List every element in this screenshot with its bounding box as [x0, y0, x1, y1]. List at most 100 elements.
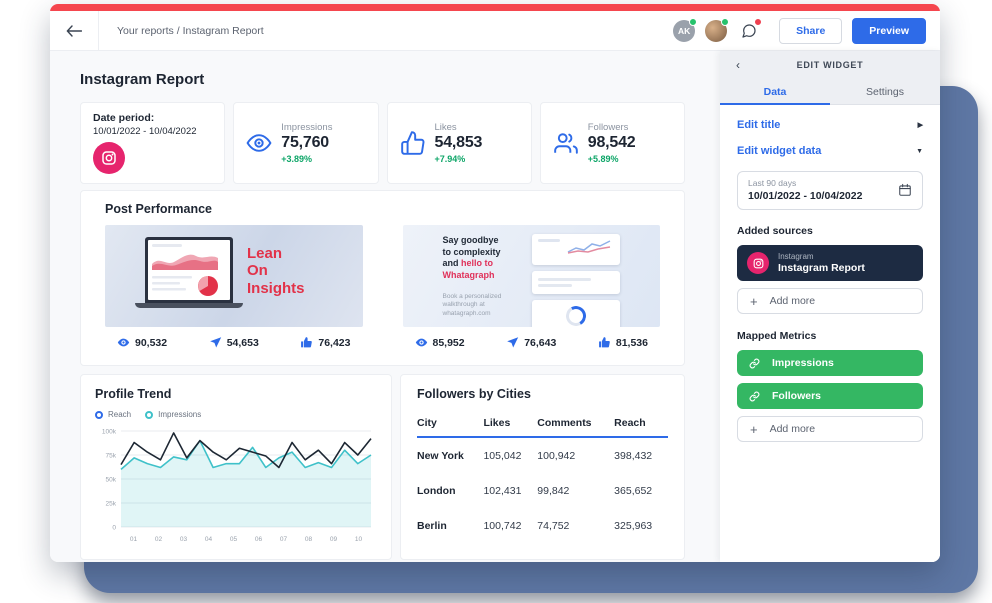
- instagram-logo-icon: [93, 142, 125, 174]
- back-button[interactable]: [50, 11, 99, 50]
- section-title: Profile Trend: [95, 387, 172, 401]
- panel-header: ‹ EDIT WIDGET: [720, 51, 940, 79]
- svg-text:05: 05: [230, 536, 238, 543]
- metric-label: Impressions: [281, 122, 333, 133]
- edit-title-row[interactable]: Edit title ▶: [737, 119, 923, 131]
- top-accent-stripe: [50, 4, 940, 11]
- chart-legend: Reach Impressions: [95, 410, 377, 419]
- metric-delta: +5.89%: [587, 154, 619, 164]
- laptop-illustration: [145, 237, 233, 303]
- svg-text:10: 10: [355, 536, 363, 543]
- preview-button[interactable]: Preview: [852, 17, 926, 44]
- metric-value: 75,760: [281, 134, 329, 151]
- avatar[interactable]: AK: [673, 17, 698, 42]
- add-source-button[interactable]: + Add more: [737, 288, 923, 314]
- metric-delta: +3.89%: [281, 154, 313, 164]
- metric-value: 54,853: [434, 134, 483, 151]
- profile-trend-widget[interactable]: Profile Trend Reach Impressions 0 25k: [80, 374, 392, 560]
- legend-marker: [145, 410, 154, 419]
- eye-icon: [246, 134, 272, 152]
- online-status-dot: [689, 17, 698, 26]
- date-range-input[interactable]: Last 90 days 10/01/2022 - 10/04/2022: [737, 171, 923, 210]
- share-button[interactable]: Share: [779, 17, 843, 44]
- post-thumbnail[interactable]: Lean On Insights: [105, 225, 363, 327]
- metric-value: 98,542: [587, 134, 636, 151]
- table-row: Berlin 100,742 74,752 325,963: [417, 519, 653, 532]
- metric-widget-likes[interactable]: Likes 54,853 +7.94%: [386, 102, 532, 184]
- stat-views: 85,952: [415, 336, 465, 349]
- chevron-down-icon: ▼: [916, 147, 923, 155]
- metric-cards-row: Date period: 10/01/2022 - 10/04/2022 Imp…: [80, 102, 685, 184]
- app-window: Your reports / Instagram Report AK Share…: [50, 4, 940, 562]
- added-sources-label: Added sources: [737, 225, 813, 237]
- thumbs-up-icon: [598, 337, 610, 348]
- metric-chip-followers[interactable]: Followers: [737, 383, 923, 409]
- metric-label: Likes: [434, 122, 457, 133]
- svg-text:06: 06: [255, 536, 263, 543]
- donut-chart-illustration: [563, 303, 589, 327]
- metric-delta: +7.94%: [434, 154, 466, 164]
- section-title: Followers by Cities: [417, 387, 531, 401]
- add-metric-button[interactable]: + Add more: [737, 416, 923, 442]
- edit-widget-data-row[interactable]: Edit widget data ▼: [737, 145, 923, 157]
- avatar-initials: AK: [677, 25, 691, 36]
- post-thumbnail[interactable]: Say goodbye to complexity and hello to W…: [402, 225, 660, 327]
- mapped-metrics-label: Mapped Metrics: [737, 330, 817, 342]
- instagram-logo-icon: [747, 252, 769, 274]
- paper-plane-icon: [507, 337, 519, 348]
- date-period-label: Date period:: [93, 112, 155, 124]
- date-preset-label: Last 90 days: [748, 178, 797, 188]
- stat-likes: 76,423: [300, 336, 351, 349]
- column-header: Comments: [537, 409, 615, 438]
- date-period-widget[interactable]: Date period: 10/01/2022 - 10/04/2022: [80, 102, 226, 184]
- post-performance-widget[interactable]: Post Performance: [80, 190, 685, 366]
- panel-back-chevron-icon[interactable]: ‹: [736, 58, 740, 72]
- back-arrow-icon: [66, 24, 82, 37]
- plus-icon: +: [750, 421, 758, 437]
- paper-plane-icon: [209, 337, 221, 348]
- svg-text:01: 01: [130, 536, 138, 543]
- stat-views: 90,532: [117, 336, 167, 349]
- followers-by-cities-widget[interactable]: Followers by Cities City Likes Comments …: [400, 374, 685, 560]
- post-stats: 90,532 54,653 76,423: [105, 336, 363, 349]
- metric-chip-impressions[interactable]: Impressions: [737, 350, 923, 376]
- panel-tabs: Data Settings: [720, 79, 940, 105]
- calendar-icon: [899, 183, 911, 196]
- notification-dot: [754, 17, 763, 26]
- tab-data[interactable]: Data: [763, 85, 787, 98]
- thumbs-up-icon: [400, 131, 424, 155]
- source-card-instagram[interactable]: Instagram Instagram Report: [737, 245, 923, 281]
- metric-widget-followers[interactable]: Followers 98,542 +5.89%: [539, 102, 685, 184]
- link-icon: [749, 358, 760, 368]
- avatar[interactable]: [705, 17, 730, 42]
- post-item: Lean On Insights 90,532: [105, 225, 363, 349]
- svg-text:08: 08: [305, 536, 313, 543]
- source-network: Instagram: [778, 252, 814, 261]
- report-canvas: Instagram Report Date period: 10/01/2022…: [50, 51, 720, 562]
- legend-item-impressions: Impressions: [145, 410, 201, 419]
- svg-text:03: 03: [180, 536, 188, 543]
- date-range-value: 10/01/2022 - 10/04/2022: [748, 190, 863, 202]
- metric-label: Followers: [587, 122, 629, 133]
- followers-icon: [553, 133, 578, 154]
- svg-text:75k: 75k: [106, 453, 117, 460]
- breadcrumb[interactable]: Your reports / Instagram Report: [117, 24, 264, 37]
- panel-body: Edit title ▶ Edit widget data ▼ Last 90 …: [720, 105, 940, 562]
- chat-bubble-icon: [742, 23, 756, 38]
- metric-widget-impressions[interactable]: Impressions 75,760 +3.89%: [233, 102, 379, 184]
- svg-text:07: 07: [280, 536, 288, 543]
- tab-settings[interactable]: Settings: [866, 85, 904, 98]
- panel-title: EDIT WIDGET: [796, 60, 864, 70]
- stat-shares: 54,653: [209, 336, 259, 349]
- eye-icon: [117, 338, 130, 347]
- chat-button[interactable]: [737, 17, 763, 43]
- laptop-base: [135, 303, 243, 308]
- edit-widget-panel: ‹ EDIT WIDGET Data Settings Edit title ▶…: [720, 51, 940, 562]
- table-row: London 102,431 99,842 365,652: [417, 484, 653, 497]
- post-art-text: Lean On Insights: [247, 245, 305, 297]
- profile-trend-chart: 0 25k 50k 75k 100k 01 02 03 04 05 06 07 08 09 10: [102, 429, 372, 543]
- chevron-right-icon: ▶: [917, 122, 923, 129]
- legend-marker: [95, 410, 103, 419]
- post-stats: 85,952 76,643 81,536: [403, 336, 661, 349]
- post-art-cards: [532, 234, 620, 327]
